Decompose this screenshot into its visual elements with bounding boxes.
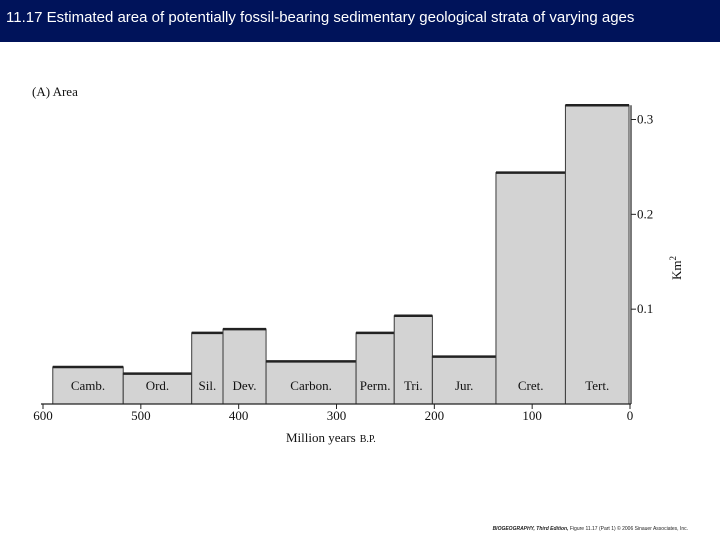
bar-tri [393,315,433,405]
bar-label: Carbon. [290,378,332,393]
y-axis-title: Km2 [668,256,684,280]
x-tick-label: 500 [131,408,151,423]
credit-book: BIOGEOGRAPHY, Third Edition, [492,526,569,532]
x-tick-label: 200 [425,408,445,423]
x-tick-label: 100 [522,408,542,423]
bar-sil [191,332,224,405]
y-axis-title-base: Km [669,261,684,281]
bar-camb [52,366,124,405]
credit-figure: Figure 11.17 (Part 1) © 2006 Sinauer Ass… [568,526,688,532]
x-tick-label: 600 [33,408,53,423]
bar-label: Cret. [518,378,544,393]
x-tick-label: 300 [327,408,347,423]
bar-label: Jur. [455,378,473,393]
x-axis-title-main: Million years [286,430,356,445]
bar-label: Camb. [71,378,105,393]
x-tick-label: 0 [627,408,634,423]
bar-label: Sil. [199,378,217,393]
slide-title: 11.17 Estimated area of potentially foss… [6,9,635,26]
x-axis-title-suffix: B.P. [360,434,376,445]
bar-tert [564,104,630,405]
bar-perm [355,332,395,405]
bar-jur [431,356,497,405]
bar-label: Perm. [360,378,391,393]
panel-label: (A) Area [32,84,78,99]
bar-label: Dev. [232,378,256,393]
figure-credit: BIOGEOGRAPHY, Third Edition, Figure 11.1… [493,526,688,532]
x-tick-label: 400 [229,408,249,423]
title-bar: 11.17 Estimated area of potentially foss… [0,0,720,42]
bar-cret [495,172,566,405]
y-tick-label: 0.3 [637,112,653,127]
bar-label: Tert. [585,378,609,393]
y-axis-title-exponent: 2 [668,256,678,261]
bar-label: Tri. [404,378,423,393]
bar-label: Ord. [146,378,169,393]
y-tick-label: 0.2 [637,206,653,221]
x-axis-title: Million years B.P. [286,430,376,445]
axes-group: 600 500 400 300 200 100 0 0.1 0.2 0.3 [33,105,653,423]
bar-carbon [265,360,357,405]
bars-group: Camb. Ord. Sil. Dev. Carbon. Perm. Tri. Jur. Cre… [52,104,630,405]
y-tick-label: 0.1 [637,301,653,316]
